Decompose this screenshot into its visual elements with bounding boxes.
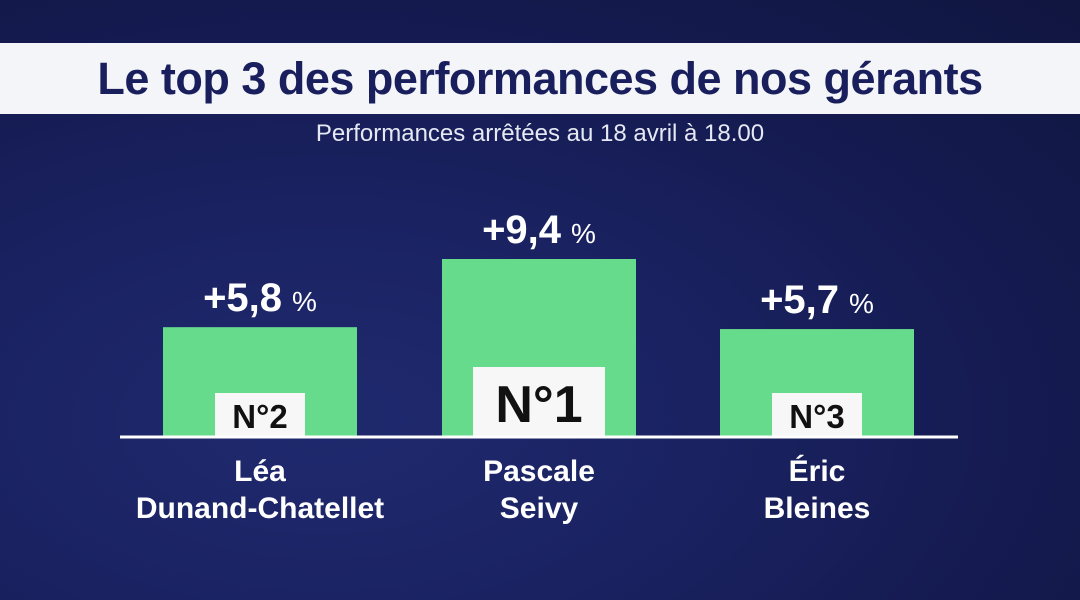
category-label-1-line-1: Léa [234,455,286,488]
chart-subtitle: Performances arrêtées au 18 avril à 18.0… [315,120,765,147]
rank-box-2 [473,367,605,437]
value-label-1: +5,8% [203,276,317,320]
value-label-2: +9,4% [482,208,596,252]
rank-label-1: N°2 [232,398,287,435]
category-label-1-line-2: Dunand-Chatellet [136,492,384,525]
category-label-3-line-2: Bleines [764,492,871,525]
rank-box-1 [215,393,305,437]
title-band [0,43,1080,114]
category-label-2-line-2: Seivy [500,492,579,525]
rank-box-3 [772,393,862,437]
rank-label-2: N°1 [495,376,582,434]
rank-label-3: N°3 [789,398,844,435]
category-label-2-line-1: Pascale [483,455,595,488]
chart-title: Le top 3 des performances de nos gérants [97,53,983,104]
category-label-3-line-1: Éric [789,454,846,488]
value-label-3: +5,7% [760,278,874,322]
